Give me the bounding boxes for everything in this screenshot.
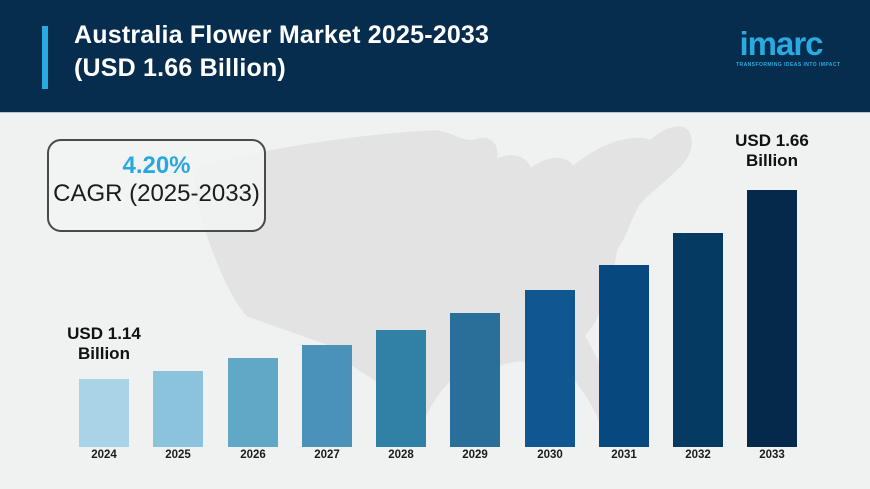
year-label-2028: 2028 [388,449,414,461]
header: Australia Flower Market 2025-2033 (USD 1… [0,0,870,113]
bar-2033 [747,190,797,447]
start-value-line2: Billion [78,344,130,363]
bar-2027 [302,345,352,447]
year-label-2033: 2033 [759,449,785,461]
bar-2028 [376,330,426,447]
year-label-2031: 2031 [611,449,637,461]
end-value-label: USD 1.66 Billion [707,131,837,171]
bar-2031 [599,265,649,447]
start-value-label: USD 1.14 Billion [39,324,169,364]
year-label-2024: 2024 [91,449,117,461]
bar-2024 [79,379,129,447]
page-title: Australia Flower Market 2025-2033 (USD 1… [74,19,489,85]
imarc-logo-wordmark: imarc [739,25,823,62]
year-label-2026: 2026 [240,449,266,461]
title-accent-bar [42,26,48,89]
year-label-2032: 2032 [685,449,711,461]
bar-2025 [153,371,203,447]
bar-2026 [228,358,278,447]
bar-chart: 2024 2025 2026 2027 2028 2029 2030 2031 2032 2033 [0,113,870,489]
year-label-2027: 2027 [314,449,340,461]
start-value-line1: USD 1.14 [67,324,141,343]
end-value-line2: Billion [746,151,798,170]
page-title-line1: Australia Flower Market 2025-2033 [74,21,490,49]
imarc-logo: imarc TRANSFORMING IDEAS INTO IMPACT [736,25,841,69]
bar-2030 [525,290,575,447]
year-label-2029: 2029 [462,449,488,461]
cagr-label: CAGR (2025-2033) [53,180,260,207]
year-label-2030: 2030 [537,449,563,461]
bar-2032 [673,233,723,447]
page-title-line2: (USD 1.66 Billion) [74,54,286,82]
chart-area: 4.20% CAGR (2025-2033) 2024 2025 2026 2027 2… [0,113,870,489]
cagr-callout-box: 4.20% CAGR (2025-2033) [47,139,266,232]
year-label-2025: 2025 [165,449,191,461]
end-value-line1: USD 1.66 [735,131,809,150]
bar-2029 [450,313,500,447]
imarc-logo-tagline: TRANSFORMING IDEAS INTO IMPACT [736,62,841,69]
cagr-value: 4.20% [122,152,191,179]
